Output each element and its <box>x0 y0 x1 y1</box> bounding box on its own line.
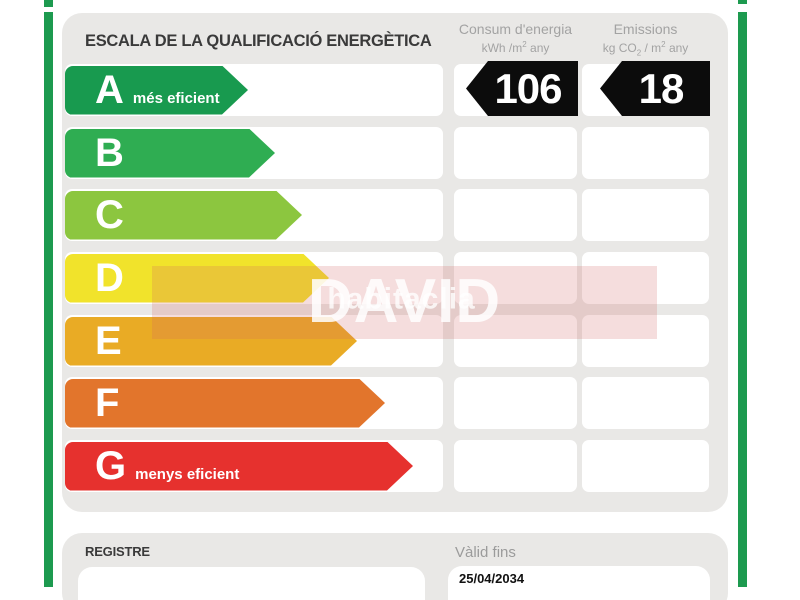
left-green-bar-stub <box>44 0 53 7</box>
rating-letter: F <box>95 380 120 425</box>
rating-letter: C <box>95 192 124 237</box>
left-green-bar <box>44 12 53 587</box>
consum-cell <box>454 377 577 429</box>
rating-label: més eficient <box>132 89 220 107</box>
rating-letter: E <box>95 318 122 363</box>
emissions-cell <box>582 440 709 492</box>
page-title: ESCALA DE LA QUALIFICACIÓ ENERGÈTICA <box>85 31 432 50</box>
rating-label: menys eficient <box>135 465 240 483</box>
consum-header-title: Consum d'energia <box>458 21 573 37</box>
emissions-cell <box>582 189 709 241</box>
rating-arrow-e: E <box>65 317 357 366</box>
consum-cell <box>454 252 577 304</box>
rating-arrow-g: G menys eficient <box>65 442 413 491</box>
emissions-cell <box>582 315 709 367</box>
registry-title: REGISTRE <box>85 544 150 559</box>
consum-header-unit: kWh /m2 any <box>481 40 550 55</box>
rating-arrow-a: A més eficient <box>65 66 248 115</box>
valid-until-date: 25/04/2034 <box>459 571 525 586</box>
consum-value-badge: 106 <box>466 61 578 116</box>
rating-arrow-d: D <box>65 254 329 303</box>
consum-cell <box>454 189 577 241</box>
emissions-header-title: Emissions <box>613 21 678 37</box>
rating-letter: G <box>95 443 127 488</box>
emissions-header-unit: kg CO2 / m2 any <box>602 40 689 58</box>
consum-cell <box>454 127 577 179</box>
valid-until-label: Vàlid fins <box>455 544 516 561</box>
rating-arrow-c: C <box>65 191 302 240</box>
emissions-column-header: Emissions kg CO2 / m2 any <box>582 22 709 57</box>
watermark-name: DAVID <box>307 266 502 336</box>
valid-until-box <box>448 566 710 600</box>
consum-cell <box>454 440 577 492</box>
rating-arrow-f: F <box>65 379 385 428</box>
rating-arrow-b: B <box>65 129 275 178</box>
emissions-cell <box>582 127 709 179</box>
emissions-cell <box>582 252 709 304</box>
rating-letter: A <box>95 67 124 112</box>
rating-letter: B <box>95 130 124 175</box>
consum-column-header: Consum d'energia kWh /m2 any <box>454 22 577 54</box>
rating-letter: D <box>95 255 124 300</box>
watermark-brand-habitaclia: habitaclia <box>327 282 476 316</box>
emissions-cell <box>582 377 709 429</box>
watermark-band: DAVID habitaclia <box>152 266 657 339</box>
consum-cell <box>454 315 577 367</box>
right-green-bar-stub <box>738 0 747 4</box>
emissions-value-badge: 18 <box>600 61 710 116</box>
right-green-bar <box>738 12 747 587</box>
registry-value-box <box>78 567 425 600</box>
